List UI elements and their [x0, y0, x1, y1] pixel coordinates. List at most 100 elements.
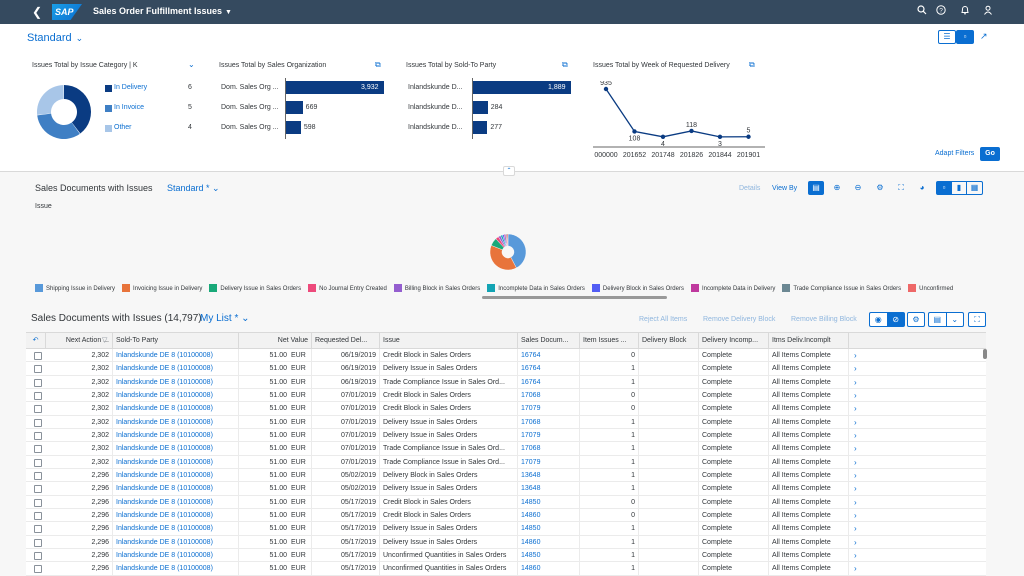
- bar[interactable]: [286, 121, 301, 134]
- table-cell[interactable]: 14850: [518, 548, 580, 562]
- table-row[interactable]: 2,296 Inlandskunde DE 8 (10100008) 51.00 05…: [26, 508, 986, 523]
- remove-billing-block-button[interactable]: Remove Billing Block: [791, 316, 857, 323]
- drilldown-icon[interactable]: ▤: [808, 181, 824, 195]
- issue-slice-1[interactable]: [489, 245, 517, 271]
- row-checkbox[interactable]: [34, 485, 42, 494]
- back-icon[interactable]: ❮: [31, 5, 43, 19]
- row-checkbox[interactable]: [34, 471, 42, 480]
- table-row[interactable]: 2,302 Inlandskunde DE 8 (10100008) 51.00 07…: [26, 428, 986, 443]
- fullscreen-icon[interactable]: ⛶: [898, 183, 904, 192]
- column-header[interactable]: Delivery Block: [639, 333, 699, 348]
- bar[interactable]: [473, 101, 488, 114]
- row-checkbox[interactable]: [34, 365, 42, 374]
- chevron-down-icon[interactable]: ⌄: [951, 315, 959, 324]
- table-row[interactable]: 2,296 Inlandskunde DE 8 (10100008) 51.00 05…: [26, 535, 986, 549]
- table-row[interactable]: 2,302 Inlandskunde DE 8 (10100008) 51.00 07…: [26, 455, 986, 469]
- table-row[interactable]: 2,302 Inlandskunde DE 8 (10100008) 51.00 07…: [26, 415, 986, 429]
- table-cell[interactable]: 17068: [518, 415, 580, 428]
- bell-icon[interactable]: [958, 5, 972, 19]
- open-card-icon[interactable]: ⧉: [562, 60, 568, 69]
- table-cell[interactable]: 16764: [518, 362, 580, 375]
- table-cell[interactable]: Inlandskunde DE 8 (10100008): [113, 388, 239, 402]
- chart-variant-selector[interactable]: Standard * ⌄: [167, 183, 220, 194]
- undo-icon[interactable]: ↶: [26, 333, 46, 348]
- table-row[interactable]: 2,302 Inlandskunde DE 8 (10100008) 51.00 07…: [26, 402, 986, 416]
- column-header[interactable]: Net Value: [239, 333, 312, 348]
- issue-slice-0[interactable]: [507, 233, 527, 269]
- table-cell[interactable]: Inlandskunde DE 8 (10100008): [113, 495, 239, 508]
- chart-view-icon[interactable]: ▮: [952, 182, 967, 194]
- legend-item[interactable]: Unconfirmed: [908, 284, 953, 292]
- adapt-filters-link[interactable]: Adapt Filters: [935, 150, 975, 157]
- chevron-right-icon[interactable]: ›: [854, 417, 857, 427]
- table-cell[interactable]: Inlandskunde DE 8 (10100008): [113, 562, 239, 575]
- row-checkbox[interactable]: [34, 511, 42, 520]
- table-row[interactable]: 2,302 Inlandskunde DE 8 (10100008) 51.00 07…: [26, 442, 986, 456]
- row-checkbox[interactable]: [34, 538, 42, 547]
- column-header[interactable]: Itms Deliv.Incomplt: [769, 333, 849, 348]
- reject-all-items-button[interactable]: Reject All Items: [639, 316, 688, 323]
- row-checkbox[interactable]: [34, 458, 42, 467]
- table-cell[interactable]: Inlandskunde DE 8 (10100008): [113, 428, 239, 442]
- legend-item[interactable]: Delivery Block in Sales Orders: [591, 284, 684, 292]
- table-cell[interactable]: Inlandskunde DE 8 (10100008): [113, 508, 239, 522]
- row-checkbox[interactable]: [34, 498, 42, 507]
- bar[interactable]: [286, 101, 303, 114]
- column-header[interactable]: Delivery Incomp...: [699, 333, 769, 348]
- table-fullscreen-icon[interactable]: ⛶: [968, 312, 986, 327]
- table-cell[interactable]: Inlandskunde DE 8 (10100008): [113, 362, 239, 375]
- table-cell[interactable]: Inlandskunde DE 8 (10100008): [113, 442, 239, 455]
- table-cell[interactable]: Inlandskunde DE 8 (10100008): [113, 468, 239, 482]
- chevron-right-icon[interactable]: ›: [854, 351, 857, 360]
- row-checkbox[interactable]: [34, 551, 42, 560]
- donut-slice-1[interactable]: [37, 113, 80, 139]
- table-row[interactable]: 2,296 Inlandskunde DE 8 (10100008) 51.00 05…: [26, 495, 986, 509]
- table-scrollbar[interactable]: [983, 349, 987, 359]
- issue-slice-9[interactable]: [506, 233, 509, 247]
- row-checkbox[interactable]: [34, 405, 42, 414]
- table-cell[interactable]: Inlandskunde DE 8 (10100008): [113, 455, 239, 468]
- data-point[interactable]: [689, 128, 694, 134]
- help-icon[interactable]: ?: [934, 5, 948, 19]
- donut-slice-2[interactable]: [37, 85, 64, 115]
- chevron-right-icon[interactable]: ›: [854, 524, 857, 534]
- week-line-chart[interactable]: 935 000000 108 201652 4 201748 118 201826 3 20184…: [593, 81, 768, 157]
- table-variant-selector[interactable]: My List * ⌄: [200, 313, 250, 324]
- table-cell[interactable]: 16764: [518, 349, 580, 362]
- legend-item[interactable]: No Journal Entry Created: [308, 284, 387, 292]
- legend-item[interactable]: Delivery Issue in Sales Orders: [209, 284, 301, 292]
- bar[interactable]: [473, 121, 488, 134]
- chevron-right-icon[interactable]: ›: [854, 390, 857, 400]
- table-cell[interactable]: 17068: [518, 388, 580, 402]
- zoom-out-icon[interactable]: ⊖: [854, 183, 862, 192]
- chevron-right-icon[interactable]: ›: [854, 510, 857, 520]
- table-cell[interactable]: Inlandskunde DE 8 (10100008): [113, 482, 239, 495]
- issue-donut-chart[interactable]: [489, 233, 527, 271]
- table-row[interactable]: 2,296 Inlandskunde DE 8 (10100008) 51.00 05…: [26, 562, 986, 576]
- bar[interactable]: [286, 81, 384, 94]
- table-cell[interactable]: 17079: [518, 402, 580, 415]
- row-checkbox[interactable]: [34, 418, 42, 427]
- chevron-right-icon[interactable]: ›: [854, 497, 857, 507]
- table-row[interactable]: 2,296 Inlandskunde DE 8 (10100008) 51.00 05…: [26, 522, 986, 536]
- chevron-right-icon[interactable]: ›: [854, 537, 857, 547]
- view-by-button[interactable]: View By: [772, 185, 798, 192]
- search-icon[interactable]: [915, 5, 929, 19]
- legend-item[interactable]: Invoicing Issue in Delivery: [122, 284, 202, 292]
- settings-icon[interactable]: ⚙: [876, 183, 884, 192]
- legend-item[interactable]: Trade Compliance Issue in Sales Orders: [782, 284, 901, 292]
- bar[interactable]: [473, 81, 571, 94]
- legend-scrollbar[interactable]: [482, 296, 667, 299]
- table-cell[interactable]: Inlandskunde DE 8 (10100008): [113, 349, 239, 362]
- table-cell[interactable]: 17068: [518, 442, 580, 455]
- filter-list-button[interactable]: ☰: [938, 30, 956, 44]
- chevron-right-icon[interactable]: ›: [854, 457, 857, 467]
- data-point[interactable]: [603, 86, 609, 92]
- zoom-in-icon[interactable]: ⊕: [833, 183, 841, 192]
- column-header[interactable]: Issue: [380, 333, 518, 348]
- row-checkbox[interactable]: [34, 431, 42, 440]
- table-cell[interactable]: 13648: [518, 468, 580, 482]
- chevron-right-icon[interactable]: ›: [854, 564, 857, 574]
- table-cell[interactable]: Inlandskunde DE 8 (10100008): [113, 522, 239, 535]
- column-header[interactable]: Requested Del...: [312, 333, 380, 348]
